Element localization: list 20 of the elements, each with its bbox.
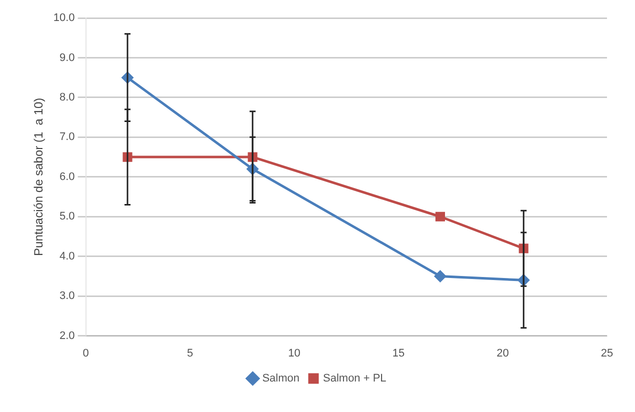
y-tick-label: 7.0 <box>60 131 75 144</box>
y-tick-label: 8.0 <box>60 91 75 104</box>
y-tick-label: 10.0 <box>53 12 75 24</box>
y-tick-label: 9.0 <box>60 52 75 64</box>
y-tick-label: 4.0 <box>60 250 75 262</box>
legend-label: Salmon + PL <box>323 372 386 385</box>
y-tick-label: 5.0 <box>60 210 75 223</box>
y-tick-label: 2.0 <box>60 330 75 342</box>
x-tick-label: 20 <box>496 347 509 360</box>
point <box>435 212 446 222</box>
x-tick-label: 25 <box>600 347 614 360</box>
y-tick-label: 6.0 <box>60 170 75 183</box>
point <box>434 270 446 282</box>
legend-label: Salmon <box>262 372 300 385</box>
x-tick-label: 15 <box>392 347 405 360</box>
x-tick-label: 5 <box>186 347 194 360</box>
y-tick-label: 3.0 <box>60 290 75 302</box>
y-axis-title: Puntuación de sabor (1 a 10) <box>32 98 46 256</box>
x-tick-label: 10 <box>288 347 300 360</box>
x-tick-label: 0 <box>82 347 89 360</box>
